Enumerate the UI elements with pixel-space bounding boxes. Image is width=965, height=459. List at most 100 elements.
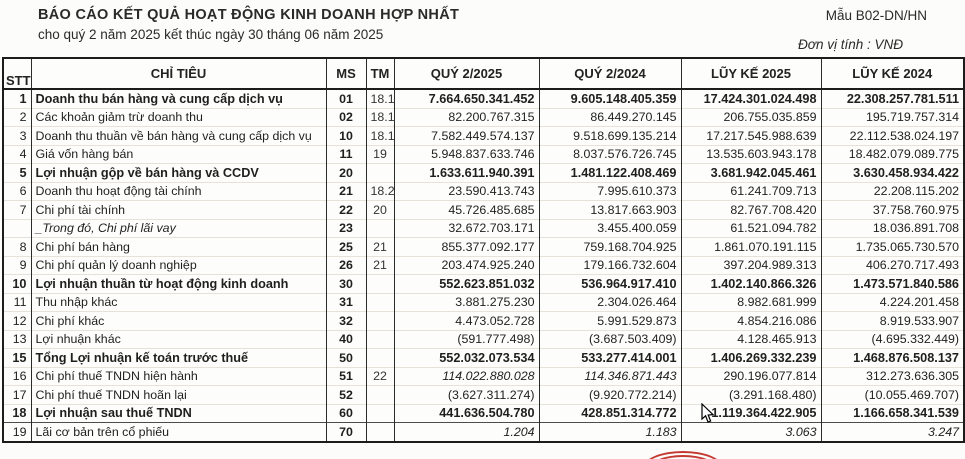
row-label: Các khoản giảm trừ doanh thu — [30, 107, 327, 127]
row-q2-2025: 552.623.851.032 — [393, 274, 540, 293]
row-tm — [365, 163, 395, 182]
row-q2-2025: 855.377.092.177 — [393, 237, 540, 256]
row-tm: 18.2 — [365, 181, 395, 201]
row-ms: 32 — [325, 311, 367, 330]
row-tm — [365, 422, 395, 442]
row-ms: 60 — [325, 403, 367, 423]
row-label: Doanh thu thuần về bán hàng và cung cấp … — [30, 126, 327, 145]
row-tm: 22 — [365, 366, 395, 386]
row-q2-2025: 4.473.052.728 — [393, 311, 540, 330]
document-subtitle: cho quý 2 năm 2025 kết thúc ngày 30 thán… — [38, 27, 384, 42]
row-tm: 18.1 — [365, 107, 395, 127]
row-label: Chi phí thuế TNDN hiện hành — [30, 366, 327, 386]
row-lk-2024: 4.224.201.458 — [820, 292, 965, 312]
row-stt: 16 — [2, 366, 32, 386]
row-q2-2024: 5.991.529.873 — [538, 311, 682, 330]
row-stt: 5 — [2, 163, 32, 182]
row-label: Giá vốn hàng bán — [30, 144, 327, 164]
row-ms: 25 — [325, 237, 367, 256]
row-q2-2024: 759.168.704.925 — [538, 237, 682, 256]
row-lk-2025: 3.681.942.045.461 — [680, 163, 822, 182]
currency-unit-note: Đơn vị tính : VNĐ — [798, 37, 903, 52]
header-stt: STT — [2, 58, 32, 90]
row-label: Doanh thu bán hàng và cung cấp dịch vụ — [30, 89, 327, 108]
row-lk-2025: 1.119.364.422.905 — [680, 403, 822, 423]
row-q2-2025: 114.022.880.028 — [393, 366, 540, 386]
row-ms: 11 — [325, 144, 367, 164]
row-q2-2024: 9.605.148.405.359 — [538, 89, 682, 108]
row-q2-2024: 533.277.414.001 — [538, 348, 682, 367]
row-q2-2025: (3.627.311.274) — [393, 385, 540, 404]
row-lk-2025: 17.217.545.988.639 — [680, 126, 822, 145]
row-tm — [365, 292, 395, 312]
row-stt: 1 — [2, 89, 32, 108]
row-lk-2025: 397.204.989.313 — [680, 255, 822, 275]
row-lk-2025: 82.767.708.420 — [680, 200, 822, 219]
table-row: 1 Doanh thu bán hàng và cung cấp dịch vụ 0… — [2, 89, 965, 108]
row-ms: 40 — [325, 329, 367, 349]
row-tm — [365, 218, 395, 238]
row-lk-2025: 13.535.603.943.178 — [680, 144, 822, 164]
row-lk-2024: 406.270.717.493 — [820, 255, 965, 275]
row-q2-2024: 536.964.917.410 — [538, 274, 682, 293]
row-q2-2024: (9.920.772.214) — [538, 385, 682, 404]
header-chi-tieu: CHỈ TIÊU — [30, 58, 327, 90]
table-row: 16 Chi phí thuế TNDN hiện hành 51 22 114.022… — [2, 366, 965, 386]
row-lk-2025: 206.755.035.859 — [680, 107, 822, 127]
row-tm: 18.1 — [365, 89, 395, 108]
row-lk-2025: 1.406.269.332.239 — [680, 348, 822, 367]
row-q2-2025: 45.726.485.685 — [393, 200, 540, 219]
row-label: Lợi nhuận khác — [30, 329, 327, 349]
header-lk-2025: LŨY KẾ 2025 — [680, 58, 822, 90]
table-row: _Trong đó, Chi phí lãi vay 23 32.672.703.1… — [2, 218, 965, 238]
row-ms: 70 — [325, 422, 367, 442]
table-row: 19 Lãi cơ bản trên cổ phiếu 70 1.204 1.183 3.… — [2, 422, 965, 442]
row-label: Doanh thu hoạt động tài chính — [30, 181, 327, 201]
row-stt: 4 — [2, 144, 32, 164]
row-lk-2025: 3.063 — [680, 422, 822, 442]
table-row: 13 Lợi nhuận khác 40 (591.777.498) (3.687.50… — [2, 329, 965, 349]
table-row: 5 Lợi nhuận gộp về bán hàng và CCDV 20 1.63… — [2, 163, 965, 182]
row-tm: 20 — [365, 200, 395, 219]
row-lk-2024: 37.758.760.975 — [820, 200, 965, 219]
row-q2-2025: 441.636.504.780 — [393, 403, 540, 423]
row-ms: 02 — [325, 107, 367, 127]
table-row: 10 Lợi nhuận thuần từ hoạt động kinh doan… — [2, 274, 965, 293]
table-row: 12 Chi phí khác 32 4.473.052.728 5.991.529.8… — [2, 311, 965, 330]
row-q2-2024: 8.037.576.726.745 — [538, 144, 682, 164]
row-label: Chi phí quản lý doanh nghiệp — [30, 255, 327, 275]
row-label: Tổng Lợi nhuận kế toán trước thuế — [30, 348, 327, 367]
row-lk-2025: 4.128.465.913 — [680, 329, 822, 349]
row-q2-2024: 179.166.732.604 — [538, 255, 682, 275]
row-tm: 18.1 — [365, 126, 395, 145]
row-tm: 19 — [365, 144, 395, 164]
row-q2-2025: 7.664.650.341.452 — [393, 89, 540, 108]
row-tm: 21 — [365, 237, 395, 256]
header-tm: TM — [365, 58, 395, 90]
table-row: 3 Doanh thu thuần về bán hàng và cung cấp… — [2, 126, 965, 145]
row-q2-2024: 2.304.026.464 — [538, 292, 682, 312]
row-lk-2025: 4.854.216.086 — [680, 311, 822, 330]
row-lk-2024: 22.308.257.781.511 — [820, 89, 965, 108]
row-lk-2024: (10.055.469.707) — [820, 385, 965, 404]
row-ms: 50 — [325, 348, 367, 367]
row-q2-2024: 1.183 — [538, 422, 682, 442]
table-row: 6 Doanh thu hoạt động tài chính 21 18.2 23.5… — [2, 181, 965, 201]
row-q2-2025: 82.200.767.315 — [393, 107, 540, 127]
row-label: Chi phí bán hàng — [30, 237, 327, 256]
row-q2-2024: 1.481.122.408.469 — [538, 163, 682, 182]
row-lk-2024: (4.695.332.449) — [820, 329, 965, 349]
document-title: BÁO CÁO KẾT QUẢ HOẠT ĐỘNG KINH DOANH HỢP… — [38, 7, 460, 23]
row-lk-2025: 61.241.709.713 — [680, 181, 822, 201]
row-lk-2024: 1.735.065.730.570 — [820, 237, 965, 256]
row-q2-2024: 7.995.610.373 — [538, 181, 682, 201]
row-label: Lợi nhuận sau thuế TNDN — [30, 403, 327, 423]
row-lk-2024: 22.208.115.202 — [820, 181, 965, 201]
row-stt: 9 — [2, 255, 32, 275]
row-lk-2025: 1.402.140.866.326 — [680, 274, 822, 293]
row-lk-2024: 195.719.757.314 — [820, 107, 965, 127]
row-ms: 26 — [325, 255, 367, 275]
row-ms: 22 — [325, 200, 367, 219]
row-label: _Trong đó, Chi phí lãi vay — [30, 218, 327, 238]
